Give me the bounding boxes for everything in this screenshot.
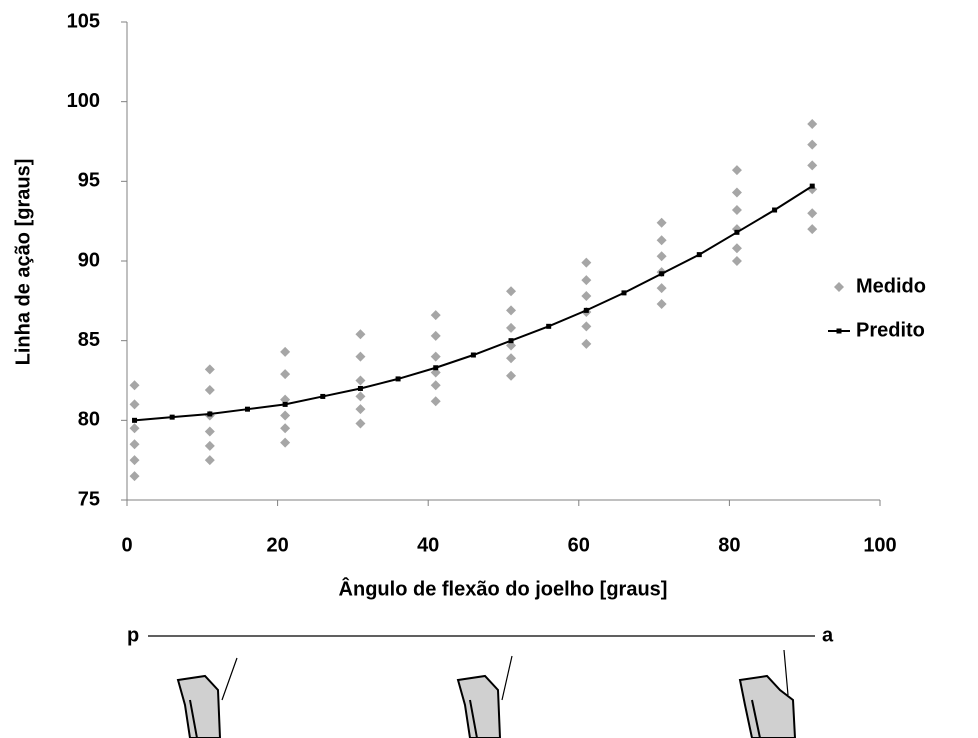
point <box>433 365 439 371</box>
point <box>129 439 140 450</box>
point <box>656 235 667 246</box>
x-tick-label: 60 <box>568 534 590 556</box>
point <box>430 351 441 362</box>
knee-icons <box>176 649 797 738</box>
point <box>731 187 742 198</box>
point <box>731 243 742 254</box>
point <box>355 351 366 362</box>
point <box>320 393 326 399</box>
point <box>731 205 742 216</box>
y-tick-label: 100 <box>67 90 100 112</box>
point <box>357 385 363 391</box>
y-tick-label: 85 <box>78 329 100 351</box>
point <box>656 251 667 262</box>
point <box>395 376 401 382</box>
point <box>280 423 291 434</box>
x-axis-title: Ângulo de flexão do joelho [graus] <box>339 576 668 600</box>
point <box>581 257 592 268</box>
point <box>470 352 476 358</box>
point <box>581 291 592 302</box>
point <box>772 207 778 213</box>
point <box>807 160 818 171</box>
point <box>807 224 818 235</box>
point <box>731 165 742 176</box>
point <box>355 404 366 415</box>
point <box>508 338 514 344</box>
y-axis-title: Linha de ação [graus] <box>12 159 34 366</box>
point <box>129 455 140 466</box>
point <box>280 437 291 448</box>
y-tick-label: 80 <box>78 409 100 431</box>
legend-label: Medido <box>856 275 926 297</box>
point <box>355 329 366 340</box>
point <box>656 299 667 310</box>
point <box>506 353 517 364</box>
y-tick-label: 75 <box>78 488 100 510</box>
point <box>204 426 215 437</box>
point <box>807 118 818 129</box>
point <box>696 252 702 258</box>
point <box>809 183 815 189</box>
point <box>731 256 742 266</box>
point <box>282 401 288 407</box>
posterior-label: p <box>127 624 139 646</box>
point <box>280 410 291 421</box>
point <box>204 440 215 451</box>
legend-label: Predito <box>856 319 925 341</box>
point <box>581 321 592 332</box>
point <box>129 399 140 410</box>
point <box>430 380 441 391</box>
anterior-label: a <box>822 624 834 646</box>
x-tick-label: 100 <box>863 534 896 556</box>
point <box>355 391 366 402</box>
point <box>129 423 140 434</box>
point <box>506 286 517 297</box>
x-tick-label: 80 <box>718 534 740 556</box>
predicted-line <box>134 185 813 422</box>
point <box>621 290 627 296</box>
point <box>430 310 441 321</box>
point <box>169 414 175 420</box>
point <box>583 307 589 313</box>
point <box>430 330 441 341</box>
point <box>506 305 517 316</box>
x-tick-label: 40 <box>417 534 439 556</box>
point <box>207 411 213 417</box>
point <box>129 471 140 482</box>
point <box>546 323 552 329</box>
point <box>355 375 366 386</box>
point <box>734 229 740 235</box>
point <box>204 455 215 466</box>
point <box>355 418 366 429</box>
point <box>581 338 592 349</box>
point <box>581 275 592 286</box>
point <box>430 396 441 407</box>
point <box>506 322 517 333</box>
point <box>656 283 667 294</box>
point <box>506 370 517 381</box>
knee-diagram: p a <box>127 624 834 738</box>
point <box>659 271 665 277</box>
point <box>129 380 140 391</box>
point <box>807 208 818 219</box>
point <box>244 406 250 412</box>
point <box>807 139 818 150</box>
point <box>132 417 138 423</box>
x-tick-label: 0 <box>121 534 132 556</box>
point <box>204 385 215 396</box>
legend-marker <box>836 328 842 334</box>
point <box>204 364 215 375</box>
x-tick-label: 20 <box>266 534 288 556</box>
y-tick-label: 90 <box>78 249 100 271</box>
legend-marker <box>834 282 844 292</box>
y-tick-label: 95 <box>78 170 100 192</box>
y-tick-label: 105 <box>67 10 100 32</box>
point <box>280 369 291 380</box>
point <box>656 217 667 228</box>
point <box>280 346 291 357</box>
